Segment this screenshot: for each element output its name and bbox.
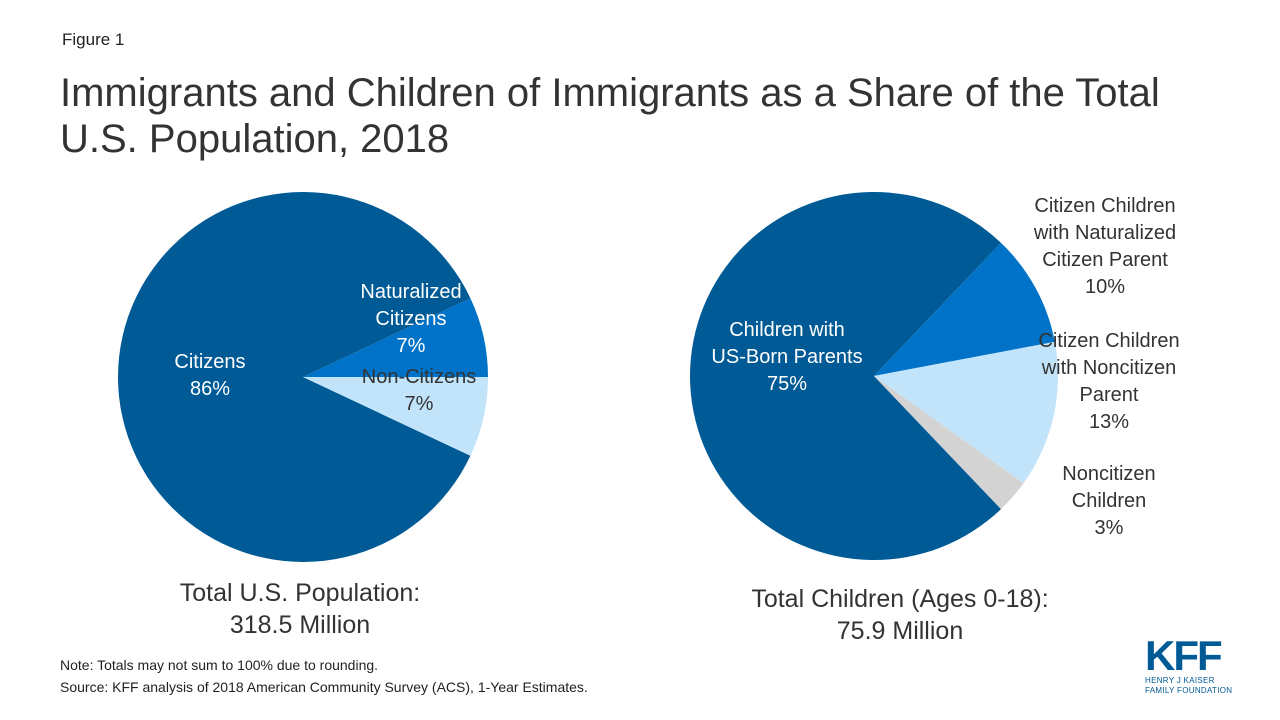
pie-2-slice-3-label-line: Citizen Children (1038, 330, 1179, 352)
pie-1-slice-2-label-line: Naturalized (360, 281, 461, 303)
chart-title: Immigrants and Children of Immigrants as… (60, 71, 1160, 161)
pie-2-slice-3 (874, 341, 1059, 484)
pie-1-slice-3-label-line: 7% (405, 393, 434, 415)
pie-2-slice-2-label-line: Citizen Parent (1042, 249, 1168, 271)
pie-2-slice-2-label-line: Citizen Children (1034, 195, 1175, 217)
pie-2-slice-1-label: Children with US-Born Parents 75% (711, 319, 862, 395)
pie-2-slice-4-label-line: Children (1072, 490, 1146, 512)
pie-1-slice-2 (303, 298, 488, 377)
pie-1-slice-2-label: Naturalized Citizens 7% (360, 281, 461, 357)
pie-2-slice-1-label-line: 75% (767, 373, 807, 395)
pie-2-slice-3-label-line: with Noncitizen (1041, 357, 1177, 379)
pie-2-caption-line2: 75.9 Million (836, 617, 964, 645)
pie-1-caption: Total U.S. Population: 318.5 Million (140, 577, 460, 641)
source-text: Source: KFF analysis of 2018 American Co… (60, 679, 588, 695)
pie-2-slice-1 (690, 192, 1002, 560)
notes: Note: Totals may not sum to 100% due to … (60, 654, 588, 698)
pie-1-slice-3-label: Non-Citizens 7% (362, 366, 476, 415)
pie-1-slice-2-label-line: 7% (397, 335, 426, 357)
logo-line1: HENRY J KAISER (1145, 676, 1215, 685)
pie-2-slice-3-label-line: 13% (1089, 411, 1129, 433)
pie-2-slice-1-label-line: US-Born Parents (711, 346, 862, 368)
pie-2-slice-2-label: Citizen Children with Naturalized Citizen … (1033, 195, 1176, 298)
pie-1-slice-1 (118, 192, 471, 562)
pie-2-slice-2-label-line: 10% (1085, 276, 1125, 298)
pie-2-slice-2-label-line: with Naturalized (1033, 222, 1176, 244)
pie-1-slice-2-label-line: Citizens (375, 308, 446, 330)
pie-1-slice-1-label: Citizens 86% (174, 351, 245, 400)
figure-label: Figure 1 (62, 30, 125, 49)
pie-2-slice-1-label-line: Children with (729, 319, 845, 341)
pie-1-caption-line2: 318.5 Million (229, 611, 371, 639)
pie-1-slice-3-label-line: Non-Citizens (362, 366, 476, 388)
logo-mark: KFF (1145, 632, 1223, 679)
pie-2-slice-3-label-line: Parent (1080, 384, 1139, 406)
pie-2-caption-line1: Total Children (Ages 0-18): (751, 585, 1049, 613)
pie-1-slice-1-label-line: 86% (190, 378, 230, 400)
pie-2-slice-4 (874, 376, 1024, 510)
pie-2-slice-2 (874, 242, 1055, 376)
pie-1-slice-3 (303, 377, 488, 456)
pie-2-slice-4-label-line: Noncitizen (1062, 463, 1155, 485)
pie-1-slice-1-label-line: Citizens (174, 351, 245, 373)
pie-2-caption: Total Children (Ages 0-18): 75.9 Million (700, 583, 1100, 647)
note-text: Note: Totals may not sum to 100% due to … (60, 657, 379, 673)
kff-logo: KFF HENRY J KAISER FAMILY FOUNDATION (1145, 632, 1237, 696)
logo-line2: FAMILY FOUNDATION (1145, 686, 1233, 695)
pie-1-caption-line1: Total U.S. Population: (179, 579, 421, 607)
pie-2-slice-4-label-line: 3% (1095, 517, 1124, 539)
pie-2-slice-3-label: Citizen Children with Noncitizen Parent 13% (1038, 330, 1179, 433)
pie-2-slice-4-label: Noncitizen Children 3% (1062, 463, 1155, 539)
